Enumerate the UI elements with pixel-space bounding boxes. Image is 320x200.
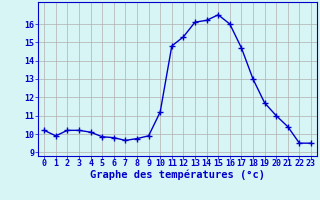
X-axis label: Graphe des températures (°c): Graphe des températures (°c): [90, 169, 265, 180]
